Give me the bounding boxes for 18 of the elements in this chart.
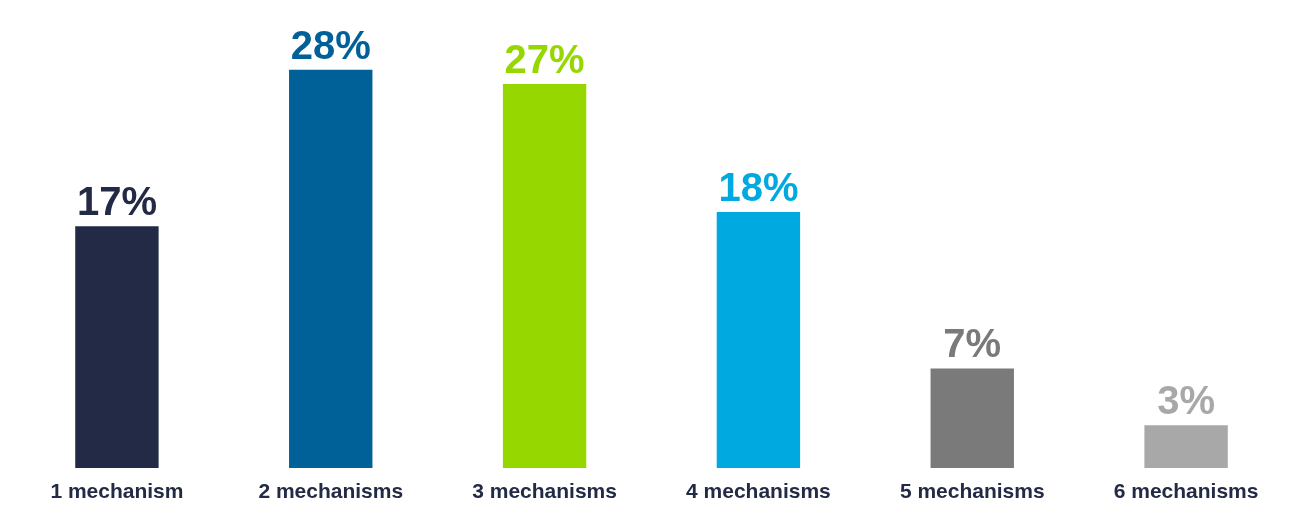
bar <box>930 368 1014 468</box>
x-tick-label: 1 mechanism <box>50 479 184 502</box>
bar <box>289 69 373 468</box>
x-tick-label: 5 mechanisms <box>899 479 1045 502</box>
x-tick-label: 3 mechanisms <box>472 479 617 502</box>
data-label: 3% <box>1157 378 1215 423</box>
data-label: 28% <box>290 22 371 67</box>
bar <box>502 83 587 468</box>
bar <box>1144 425 1228 468</box>
x-tick-label: 2 mechanisms <box>258 479 404 502</box>
data-label: 7% <box>943 321 1002 366</box>
data-label: 17% <box>76 179 157 224</box>
bar <box>75 226 159 468</box>
x-tick-label: 6 mechanisms <box>1113 479 1259 502</box>
bar <box>716 211 801 468</box>
data-label: 18% <box>718 164 799 209</box>
data-label: 27% <box>504 36 585 81</box>
x-tick-label: 4 mechanisms <box>686 479 831 502</box>
